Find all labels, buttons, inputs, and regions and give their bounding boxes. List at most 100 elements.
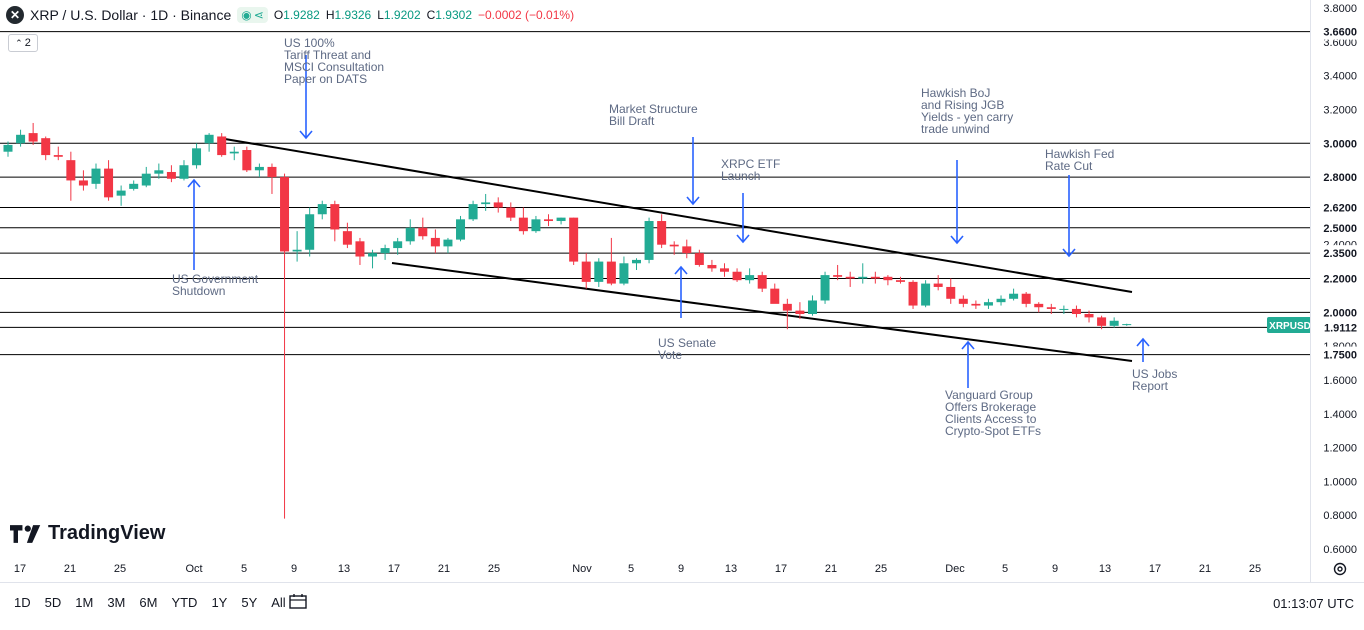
upper-trendline[interactable] bbox=[218, 137, 1133, 293]
candle-body-21 bbox=[267, 166, 277, 178]
annotation-5-line-2[interactable]: Yields - yen carry bbox=[921, 110, 1013, 124]
event-arrowhead-4 bbox=[674, 265, 688, 275]
annotation-8-line-0[interactable]: US Jobs bbox=[1132, 367, 1177, 381]
candle-body-31 bbox=[393, 241, 403, 249]
annotation-6-line-0[interactable]: Hawkish Fed bbox=[1045, 147, 1114, 161]
candle-body-47 bbox=[594, 261, 604, 282]
annotation-7-line-2[interactable]: Clients Access to bbox=[945, 412, 1037, 426]
annotation-2-line-0[interactable]: Market Structure bbox=[609, 102, 698, 116]
candle-body-80 bbox=[1009, 293, 1019, 299]
price-axis[interactable]: 3.80003.60003.40003.20003.00002.80002.60… bbox=[1310, 0, 1364, 582]
calendar-icon[interactable] bbox=[289, 593, 307, 609]
gear-icon[interactable] bbox=[1332, 561, 1348, 577]
annotation-5-line-0[interactable]: Hawkish BoJ bbox=[921, 86, 990, 100]
annotation-1-line-0[interactable]: US Government bbox=[172, 272, 259, 286]
annotation-7-line-3[interactable]: Crypto-Spot ETFs bbox=[945, 424, 1041, 438]
range-button-6m[interactable]: 6M bbox=[139, 595, 158, 610]
close-value: 1.9302 bbox=[435, 8, 472, 22]
candle-body-12 bbox=[154, 170, 164, 174]
open-value: 1.9282 bbox=[283, 8, 320, 22]
candle-body-67 bbox=[845, 276, 855, 279]
close-label: C bbox=[426, 8, 436, 22]
event-arrows bbox=[187, 55, 1150, 388]
annotation-0-line-1[interactable]: Tariff Threat and bbox=[284, 48, 371, 62]
candle-body-29 bbox=[368, 253, 378, 257]
annotation-3-line-0[interactable]: XRPC ETF bbox=[721, 157, 780, 171]
eye-icon[interactable]: ◉ bbox=[241, 8, 252, 22]
lower-trendline[interactable] bbox=[391, 262, 1133, 362]
candle-body-20 bbox=[254, 166, 264, 171]
time-tick-17: Dec bbox=[945, 563, 965, 575]
indicator-toggle-button[interactable]: ⌃ 2 bbox=[8, 34, 38, 52]
time-tick-4: 5 bbox=[241, 563, 247, 575]
range-button-1y[interactable]: 1Y bbox=[211, 595, 228, 610]
time-tick-7: 17 bbox=[388, 563, 400, 575]
annotation-0-line-3[interactable]: Paper on DATS bbox=[284, 72, 367, 86]
utc-clock[interactable]: 01:13:07 UTC bbox=[1273, 596, 1354, 611]
candle-body-25 bbox=[317, 204, 327, 215]
high-value: 1.9326 bbox=[334, 8, 372, 22]
event-arrowhead-2 bbox=[686, 196, 700, 206]
candle-body-84 bbox=[1059, 308, 1069, 310]
annotation-8-line-1[interactable]: Report bbox=[1132, 379, 1169, 393]
range-button-1d[interactable]: 1D bbox=[14, 595, 31, 610]
range-button-3m[interactable]: 3M bbox=[107, 595, 126, 610]
annotation-7-line-0[interactable]: Vanguard Group bbox=[945, 388, 1033, 402]
time-tick-11: 5 bbox=[628, 563, 634, 575]
range-button-all[interactable]: All bbox=[271, 595, 286, 610]
candle-body-83 bbox=[1046, 307, 1056, 309]
share-icon[interactable]: ⋖ bbox=[253, 8, 264, 22]
xrp-logo-icon: ✕ bbox=[6, 6, 24, 24]
level-label-bg-2 bbox=[1311, 169, 1364, 186]
time-tick-16: 25 bbox=[875, 563, 887, 575]
candle-body-61 bbox=[770, 288, 780, 304]
candle-body-7 bbox=[91, 168, 101, 184]
candle-body-68 bbox=[858, 276, 868, 279]
time-tick-21: 17 bbox=[1149, 563, 1161, 575]
annotation-5-line-1[interactable]: and Rising JGB bbox=[921, 98, 1004, 112]
annotation-4-line-0[interactable]: US Senate bbox=[658, 336, 716, 350]
tradingview-logo[interactable]: TradingView bbox=[10, 522, 165, 545]
annotation-5-line-3[interactable]: trade unwind bbox=[921, 122, 990, 136]
candle-body-6 bbox=[78, 180, 88, 186]
candle-body-30 bbox=[380, 248, 390, 254]
time-tick-1: 21 bbox=[64, 563, 76, 575]
candle-body-88 bbox=[1109, 320, 1119, 326]
time-tick-2: 25 bbox=[114, 563, 126, 575]
symbol-title[interactable]: XRP / U.S. Dollar · 1D · Binance bbox=[30, 7, 232, 23]
candle-body-10 bbox=[129, 183, 139, 189]
tradingview-logo-icon bbox=[10, 524, 41, 543]
range-button-1m[interactable]: 1M bbox=[75, 595, 94, 610]
range-button-5d[interactable]: 5D bbox=[44, 595, 62, 610]
last-price-tag: XRPUSD bbox=[1267, 317, 1313, 333]
candle-body-78 bbox=[983, 302, 993, 306]
candle-body-33 bbox=[418, 227, 428, 237]
candle-body-9 bbox=[116, 190, 126, 196]
level-label-bg-1 bbox=[1311, 135, 1364, 152]
last-price-tag-text: XRPUSD bbox=[1269, 321, 1311, 332]
annotation-2-line-1[interactable]: Bill Draft bbox=[609, 114, 655, 128]
range-button-ytd[interactable]: YTD bbox=[171, 595, 198, 610]
event-arrowhead-0 bbox=[299, 130, 313, 140]
annotation-3-line-1[interactable]: Launch bbox=[721, 169, 760, 183]
annotation-7-line-1[interactable]: Offers Brokerage bbox=[945, 400, 1036, 414]
time-tick-6: 13 bbox=[338, 563, 350, 575]
range-button-5y[interactable]: 5Y bbox=[241, 595, 258, 610]
level-label-bg-5 bbox=[1311, 245, 1364, 262]
legend-buttons: ◉ ⋖ bbox=[237, 7, 268, 23]
time-axis[interactable]: 17 21 25 Oct 5 9 13 17 21 25 Nov 5 9 13 17 21 25 Dec 5 9 13 1… bbox=[14, 563, 1261, 575]
event-arrowhead-1 bbox=[187, 178, 201, 188]
time-tick-10: Nov bbox=[572, 563, 592, 575]
annotation-0-line-2[interactable]: MSCI Consultation bbox=[284, 60, 384, 74]
annotation-1-line-1[interactable]: Shutdown bbox=[172, 284, 225, 298]
candle-body-62 bbox=[782, 303, 792, 311]
annotation-6-line-1[interactable]: Rate Cut bbox=[1045, 159, 1093, 173]
level-label-8: 1.9112 bbox=[1324, 322, 1357, 334]
candle-body-87 bbox=[1097, 317, 1107, 326]
annotation-0-line-0[interactable]: US 100% bbox=[284, 36, 335, 50]
bottom-toolbar: 1D 5D 1M 3M 6M YTD 1Y 5Y All 01:13:07 UTC bbox=[0, 582, 1364, 630]
annotation-4-line-1[interactable]: Vote bbox=[658, 348, 682, 362]
candle-body-18 bbox=[229, 151, 239, 154]
